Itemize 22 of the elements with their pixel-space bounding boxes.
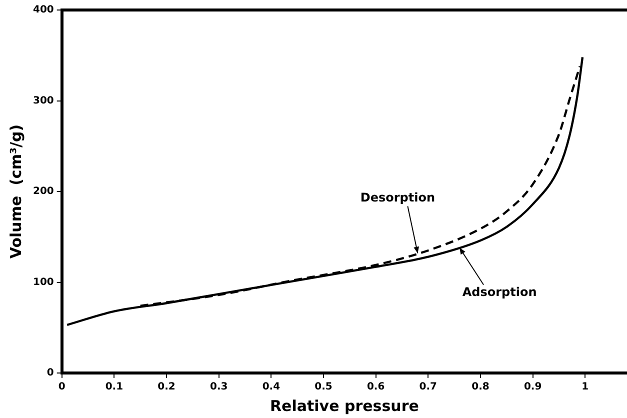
x-tick-label: 0.8 [472,382,490,393]
x-tick-label: 0.3 [210,382,228,393]
x-tick-label: 0.2 [158,382,176,393]
x-tick-label: 0.4 [262,382,280,393]
x-tick-label: 0.1 [105,382,124,393]
y-tick-label: 300 [33,95,54,106]
annotation: Desorption [360,190,436,204]
y-tick-label: 400 [33,4,54,16]
y-tick-label: 0 [46,368,54,379]
line-series [139,65,582,307]
x-tick-label: 0.5 [314,382,332,393]
x-axis-title: Relative pressure [270,396,419,415]
x-tick-label: 0.7 [419,382,438,393]
y-tick-label: 100 [33,276,54,288]
x-tick-label: 0 [58,382,66,393]
y-axis-title: Volume (cm³/g) [6,124,25,259]
annotation: Adsorption [462,284,537,299]
x-tick-label: 0.9 [524,382,542,393]
y-tick-label: 200 [33,186,54,198]
x-tick-label: 1 [582,382,589,393]
x-tick-label: 0.6 [366,382,385,393]
line-series [66,56,584,326]
